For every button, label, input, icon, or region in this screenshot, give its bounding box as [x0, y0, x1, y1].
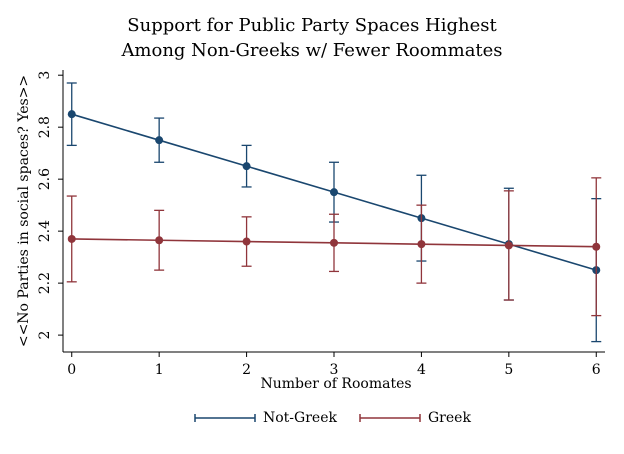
chart-subtitle: Among Non-Greeks w/ Fewer Roommates	[120, 40, 502, 61]
y-tick-label: 2	[37, 331, 53, 340]
chart-title: Support for Public Party Spaces Highest	[127, 15, 497, 36]
point	[242, 237, 251, 246]
x-tick-label: 4	[417, 362, 426, 378]
y-axis-label: <<No Parties in social spaces? Yes>>	[16, 75, 32, 347]
y-tick-label: 3	[37, 71, 53, 80]
point	[417, 240, 426, 249]
y-tick-label: 2.2	[37, 272, 53, 294]
point	[330, 188, 338, 197]
x-tick-label: 5	[504, 362, 513, 378]
x-axis-label: Number of Roomates	[260, 376, 411, 392]
y-tick-label: 2.4	[37, 220, 53, 242]
x-tick-label: 0	[67, 362, 76, 378]
point	[155, 136, 164, 145]
y-tick-label: 2.6	[37, 168, 53, 190]
x-tick-label: 6	[592, 362, 601, 378]
point	[67, 110, 76, 119]
legend-label: Greek	[428, 410, 471, 426]
point	[67, 234, 76, 243]
legend-label: Not-Greek	[263, 410, 337, 426]
point	[592, 242, 601, 251]
point	[155, 236, 164, 245]
point	[330, 238, 338, 247]
point	[242, 162, 251, 171]
x-tick-label: 1	[155, 362, 164, 378]
x-tick-label: 3	[330, 362, 339, 378]
point	[504, 241, 513, 250]
y-tick-label: 2.8	[37, 116, 53, 138]
x-tick-label: 2	[242, 362, 251, 378]
